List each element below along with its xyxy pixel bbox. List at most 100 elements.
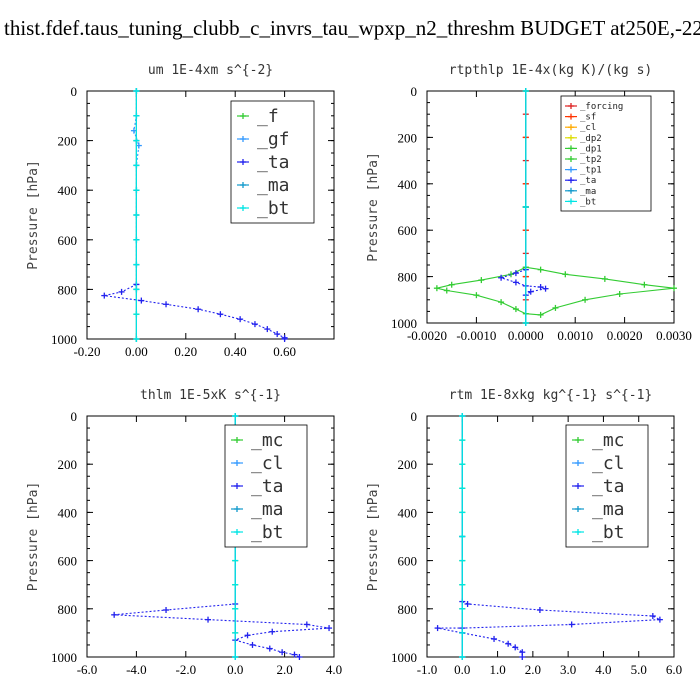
y-tick-label: 400 — [58, 505, 78, 520]
legend-box — [230, 100, 315, 224]
x-tick-label: -4.0 — [126, 662, 147, 677]
x-tick-label: -1.0 — [417, 662, 438, 677]
series-bt — [522, 88, 529, 326]
y-tick-label: 200 — [398, 457, 418, 472]
series-line — [499, 269, 548, 296]
legend-label: _mc — [592, 430, 625, 451]
x-tick-label: 0.0020 — [607, 328, 643, 343]
legend-label: _dp1 — [580, 144, 602, 154]
y-tick-label: 1000 — [51, 332, 77, 347]
x-tick-label: 4.0 — [595, 662, 611, 677]
series-ta — [101, 281, 288, 342]
legend-label: _ta — [257, 152, 290, 173]
x-tick-label: 0.20 — [174, 344, 197, 359]
x-tick-label: 0.00 — [125, 344, 148, 359]
chart-title: rtm 1E-8xkg kg^{-1} s^{-1} — [449, 388, 653, 403]
series-tp2 — [433, 264, 677, 318]
x-tick-label: -2.0 — [176, 662, 197, 677]
y-tick-label: 0 — [71, 409, 78, 424]
legend-label: _dp2 — [580, 134, 602, 144]
legend: _forcing_sf_cl_dp2_dp1_tp2_tp1_ta_ma_bt — [560, 95, 652, 212]
x-tick-label: 0.0010 — [557, 328, 593, 343]
chart-title: thlm 1E-5xK s^{-1} — [140, 388, 281, 403]
y-axis-label: Pressure [hPa] — [366, 152, 381, 262]
y-axis-label: Pressure [hPa] — [26, 160, 41, 270]
y-axis-label: Pressure [hPa] — [26, 482, 41, 592]
y-tick-label: 400 — [398, 505, 418, 520]
y-tick-label: 800 — [58, 602, 78, 617]
legend: _mc_cl_ta_ma_bt — [224, 424, 308, 548]
x-tick-label: 1.0 — [489, 662, 505, 677]
legend-label: _ma — [580, 187, 596, 197]
x-tick-label: 5.0 — [631, 662, 647, 677]
legend-label: _bt — [592, 522, 625, 543]
legend-label: _ta — [592, 476, 625, 497]
legend-label: _ta — [580, 176, 596, 186]
chart-panel-1: um 1E-4xm s^{-2} Pressure [hPa] 0 200 400 600… — [26, 63, 335, 359]
legend-label: _tp2 — [580, 155, 602, 165]
series-line — [104, 283, 286, 339]
x-tick-label: 0.0030 — [656, 328, 692, 343]
y-tick-label: 800 — [398, 602, 418, 617]
x-tick-label: 0.0 — [454, 662, 470, 677]
x-tick-label: 4.0 — [326, 662, 342, 677]
y-tick-label: 0 — [411, 409, 418, 424]
y-tick-label: 400 — [58, 183, 78, 198]
legend: _f_gf_ta_ma_bt — [230, 100, 315, 224]
legend-label: _ma — [251, 499, 284, 520]
legend-label: _cl — [580, 123, 596, 133]
legend-label: _bt — [251, 522, 284, 543]
chart-panel-4: rtm 1E-8xkg kg^{-1} s^{-1} Pressure [hPa]… — [366, 388, 682, 677]
legend-label: _cl — [251, 453, 284, 474]
legend-label: _sf — [580, 113, 596, 123]
series-line — [114, 603, 330, 658]
x-tick-label: 0.0000 — [508, 328, 544, 343]
page-title: thist.fdef.taus_tuning_clubb_c_invrs_tau… — [4, 16, 700, 40]
y-tick-label: 600 — [58, 554, 78, 569]
y-axis-label: Pressure [hPa] — [366, 482, 381, 592]
y-tick-label: 800 — [58, 282, 78, 297]
legend-label: _bt — [257, 198, 290, 219]
series-ta — [434, 598, 663, 660]
legend-box — [560, 95, 652, 212]
y-tick-label: 0 — [411, 84, 418, 99]
x-tick-label: -0.20 — [73, 344, 100, 359]
x-tick-label: 0.60 — [273, 344, 296, 359]
y-tick-label: 1000 — [391, 650, 417, 665]
legend-label: _gf — [257, 129, 290, 150]
y-tick-label: 200 — [58, 134, 78, 149]
series-ta — [111, 600, 333, 660]
legend-label: _tp1 — [580, 166, 602, 176]
legend-label: _ma — [592, 499, 625, 520]
x-tick-label: 2.0 — [525, 662, 541, 677]
y-tick-label: 200 — [58, 457, 78, 472]
y-tick-label: 600 — [398, 554, 418, 569]
x-tick-label: 2.0 — [276, 662, 292, 677]
legend-label: _forcing — [580, 102, 623, 112]
series-bt — [133, 88, 140, 342]
y-tick-label: 0 — [71, 84, 78, 99]
y-tick-label: 600 — [58, 233, 78, 248]
x-tick-label: 3.0 — [560, 662, 576, 677]
legend-label: _ta — [251, 476, 284, 497]
series-line — [133, 91, 140, 285]
y-tick-label: 1000 — [51, 650, 77, 665]
legend-label: _mc — [251, 430, 284, 451]
legend-label: _ma — [257, 175, 290, 196]
chart-panel-2: rtpthlp 1E-4x(kg K)/(kg s) Pressure [hPa]… — [366, 63, 692, 343]
x-tick-label: 0.0 — [227, 662, 243, 677]
chart-panel-3: thlm 1E-5xK s^{-1} Pressure [hPa] 0 200 400 6… — [26, 388, 342, 677]
y-tick-label: 800 — [398, 270, 418, 285]
chart-title: um 1E-4xm s^{-2} — [148, 63, 273, 78]
x-tick-label: -0.0020 — [407, 328, 447, 343]
y-tick-label: 200 — [398, 130, 418, 145]
x-tick-label: -6.0 — [77, 662, 98, 677]
x-tick-label: 0.40 — [224, 344, 247, 359]
y-tick-label: 400 — [398, 177, 418, 192]
legend-label: _cl — [592, 453, 625, 474]
x-tick-label: -0.0010 — [456, 328, 496, 343]
series-bt — [459, 413, 466, 660]
y-tick-label: 1000 — [391, 316, 417, 331]
legend-label: _bt — [580, 197, 596, 207]
